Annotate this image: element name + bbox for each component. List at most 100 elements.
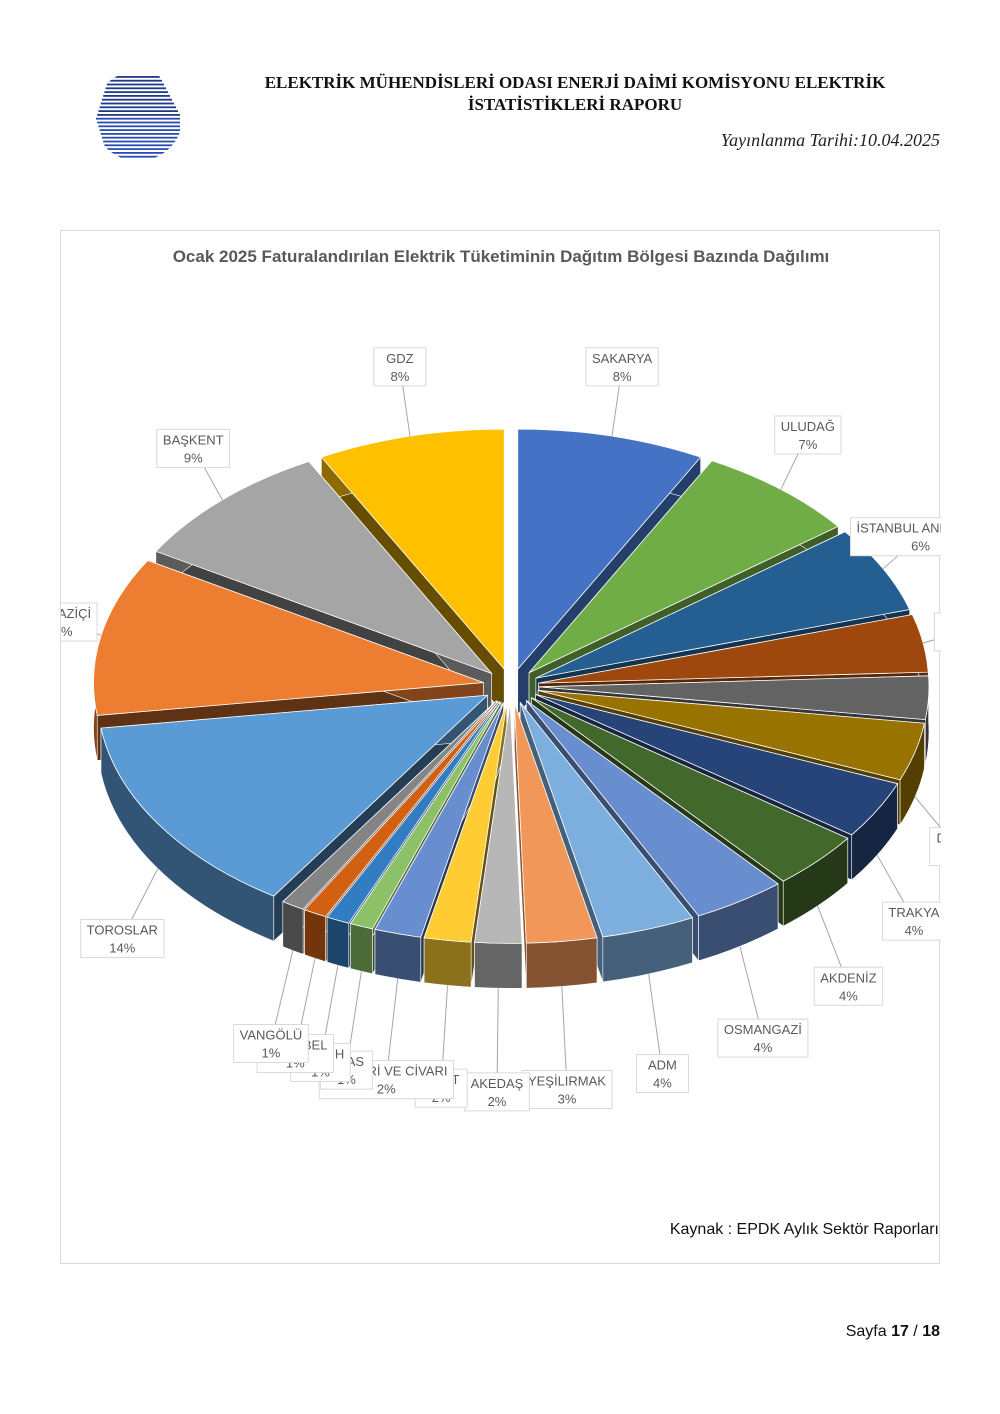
logo-stripe	[105, 87, 166, 90]
chart-title: Ocak 2025 Faturalandırılan Elektrik Tüke…	[172, 247, 830, 266]
report-title-line1: ELEKTRİK MÜHENDİSLERİ ODASI ENERJİ DAİMİ…	[264, 73, 886, 92]
label-box	[929, 827, 941, 867]
logo-stripe	[98, 110, 178, 112]
slice-top	[423, 703, 508, 943]
slice-top	[282, 700, 497, 910]
data-label: AKDENİZ 4%	[813, 905, 884, 1006]
label-box	[881, 901, 941, 941]
page-prefix: Sayfa	[845, 1323, 892, 1340]
label-name: YEŞİLIRMAK	[528, 1074, 606, 1089]
logo-stripe	[103, 140, 180, 143]
label-name: GDZ	[386, 351, 414, 366]
slice-top	[374, 702, 504, 938]
label-value: 2%	[377, 1082, 396, 1097]
slice-top	[349, 701, 502, 930]
logo-stripe	[104, 144, 180, 147]
page-number: Sayfa 17 / 18	[846, 1323, 940, 1341]
slice-rim	[282, 901, 304, 955]
source-note: Kaynak : EPDK Aylık Sektör Raporları	[669, 1221, 939, 1238]
data-label: MERAM4%	[922, 612, 941, 652]
slice-rim	[350, 923, 373, 975]
logo-stripe	[99, 106, 176, 109]
label-name: TRAKYA	[888, 905, 939, 920]
publish-date: Yayınlanma Tarihi:10.04.2025	[720, 130, 940, 150]
label-box	[373, 347, 427, 387]
data-label: AKEDAŞ 2%	[464, 988, 530, 1112]
slice-top	[531, 697, 849, 882]
logo-stripe	[109, 76, 160, 78]
slice-top	[537, 690, 925, 781]
data-label: GDZ 8%	[373, 347, 427, 437]
logo-stripe	[100, 102, 174, 105]
label-name: VANGÖLÜ	[240, 1028, 303, 1043]
page-current: 17	[891, 1323, 909, 1340]
label-box	[80, 918, 165, 958]
logo-stripe	[99, 129, 180, 131]
label-name: İSTANBUL AND. YAK.	[856, 521, 941, 536]
logo-stripe	[106, 83, 164, 86]
leader-line	[922, 637, 941, 644]
label-box	[635, 1054, 689, 1094]
label-box	[233, 1024, 309, 1064]
slice-top	[526, 700, 779, 917]
label-value: 11%	[61, 624, 73, 639]
slice-top	[538, 675, 930, 721]
data-label: SAKARYA 8%	[585, 347, 659, 437]
slice-top	[519, 702, 694, 938]
slice-top	[535, 531, 911, 679]
data-label: TOROSLAR 14%	[80, 868, 165, 958]
label-name: ULUDAĞ	[781, 419, 835, 434]
label-box	[774, 415, 842, 455]
label-name: OSMANGAZİ	[724, 1022, 802, 1037]
slice-top	[517, 428, 702, 671]
slice-top	[303, 701, 499, 918]
data-label: BOĞAZİÇİ 11%	[61, 602, 102, 642]
label-value: 4%	[754, 1040, 773, 1055]
slice-top	[100, 694, 489, 897]
logo-stripe	[96, 117, 180, 120]
slice-top	[326, 701, 500, 924]
label-name: AKEDAŞ	[471, 1076, 524, 1091]
data-label: ULUDAĞ 7%	[774, 415, 842, 490]
logo-stripe	[104, 91, 168, 93]
label-value: 4%	[839, 988, 858, 1003]
label-value: 9%	[184, 450, 203, 465]
label-value: 8%	[390, 369, 409, 384]
label-value: 3%	[558, 1092, 577, 1107]
leader-line	[914, 796, 941, 829]
label-name: BOĞAZİÇİ	[61, 606, 91, 621]
label-box	[813, 966, 884, 1006]
slice-rim	[526, 937, 598, 989]
label-box	[585, 347, 659, 387]
logo-stripe	[102, 136, 180, 139]
label-box	[156, 428, 231, 468]
slice-top	[528, 460, 839, 674]
label-value: 8%	[613, 369, 632, 384]
data-label: OSMANGAZİ 4%	[717, 946, 809, 1058]
label-name: TOROSLAR	[87, 922, 158, 937]
pie-chart: SAKARYA 8% ULUDAĞ 7% İSTANBUL AND. YAK. 6% MER…	[61, 347, 941, 1112]
label-value: 1%	[262, 1046, 281, 1061]
label-name: BAŞKENT	[163, 432, 224, 447]
data-label: BAŞKENT 9%	[156, 428, 231, 501]
logo-stripe	[100, 133, 180, 135]
label-value: 4%	[653, 1076, 672, 1091]
data-labels: SAKARYA 8% ULUDAĞ 7% İSTANBUL AND. YAK. 6% MER…	[61, 347, 941, 1112]
label-box	[849, 517, 941, 557]
label-name: SAKARYA	[592, 351, 653, 366]
data-label: YEŞİLIRMAK 3%	[521, 986, 613, 1110]
pie-slice	[474, 703, 523, 989]
logo-stripe	[108, 79, 162, 82]
label-box	[933, 612, 941, 652]
label-value: 2%	[488, 1094, 507, 1109]
label-name: AKDENİZ	[820, 970, 876, 985]
slice-rim	[474, 942, 523, 989]
slice-top	[93, 560, 484, 716]
logo-stripe	[98, 125, 180, 128]
emo-logo	[96, 76, 180, 158]
pie-slice	[514, 703, 598, 989]
logo-stripe	[103, 95, 170, 97]
slice-top	[514, 703, 598, 944]
report-title: ELEKTRİK MÜHENDİSLERİ ODASI ENERJİ DAİMİ…	[215, 72, 935, 116]
label-box	[521, 1070, 613, 1110]
